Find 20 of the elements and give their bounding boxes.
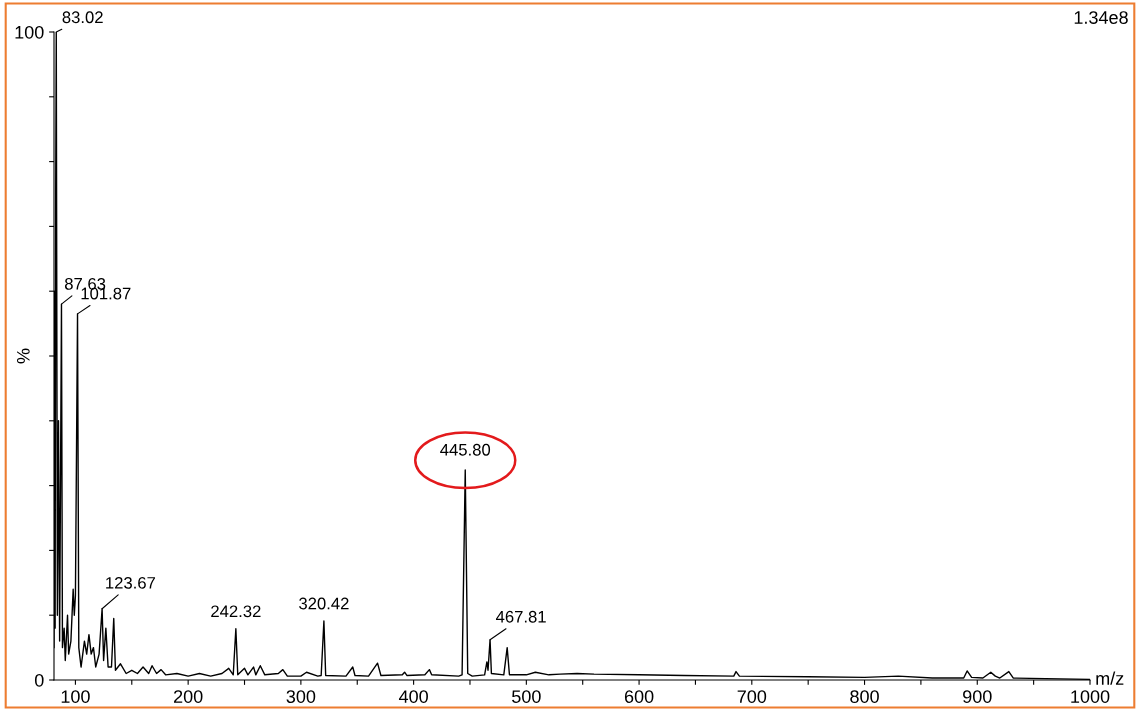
x-tick-label: 200 [174,690,203,703]
x-tick-label: 100 [61,690,90,703]
annotation: 83.02 [62,11,103,24]
x-tick-label: 1000 [1071,690,1110,703]
y-tick-label: 0 [34,673,44,687]
x-axis-title: m/z [1096,671,1124,685]
annotation: 445.80 [440,443,491,456]
x-tick-label: 700 [737,690,767,703]
x-tick-label: 900 [963,690,992,703]
x-tick-label: 600 [624,690,654,703]
annotation: 123.67 [106,576,156,589]
x-tick-label: 300 [286,690,316,703]
y-axis-title: % [17,348,30,364]
x-tick-label: 800 [850,690,879,703]
annotation: 467.81 [495,610,546,623]
x-tick-label: 400 [398,690,428,703]
annotation: 242.32 [211,605,261,618]
text: 1.34e8 [1074,11,1128,24]
annotation: 320.42 [299,597,349,610]
x-tick-label: 500 [512,690,541,703]
